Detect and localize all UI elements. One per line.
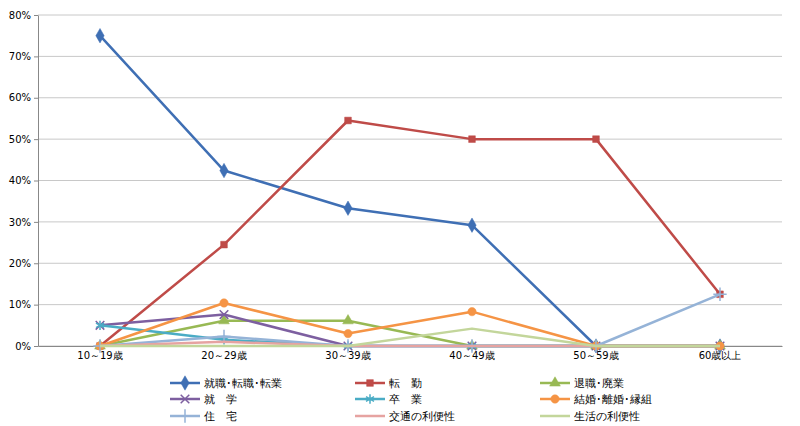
plot-area xyxy=(93,28,726,353)
y-tick-label: 10% xyxy=(9,299,31,310)
series-line xyxy=(100,121,720,346)
y-tick-label: 50% xyxy=(9,134,31,145)
series-marker xyxy=(468,307,476,315)
legend-item: 結婚･離婚･縁組 xyxy=(540,393,652,406)
y-tick-mark xyxy=(34,181,38,182)
series-marker xyxy=(469,136,476,143)
y-tick: 80% xyxy=(9,10,38,21)
y-tick-mark xyxy=(34,98,38,99)
legend-marker xyxy=(551,395,559,403)
legend-marker xyxy=(550,377,561,386)
series-marker xyxy=(344,329,352,337)
y-tick-label: 70% xyxy=(9,51,31,62)
grid-line xyxy=(38,56,782,57)
y-tick: 50% xyxy=(9,134,38,145)
series-line xyxy=(100,329,720,346)
y-tick-mark xyxy=(34,15,38,16)
legend-label: 就職･転職･転業 xyxy=(204,377,282,390)
legend-label: 住 宅 xyxy=(204,410,237,423)
x-tick-label: 20～29歳 xyxy=(201,350,246,361)
series xyxy=(100,329,720,346)
series-marker xyxy=(221,241,228,248)
legend-label: 退職･廃業 xyxy=(574,377,624,390)
legend-item: 就 学 xyxy=(170,393,237,406)
grid-line xyxy=(38,180,782,181)
y-tick-mark xyxy=(34,305,38,306)
grid-line xyxy=(38,15,782,16)
y-tick: 40% xyxy=(9,175,38,186)
y-tick-label: 20% xyxy=(9,258,31,269)
x-tick: 20～29歳 xyxy=(201,346,246,361)
series-marker xyxy=(96,321,104,330)
series xyxy=(96,321,724,351)
series xyxy=(97,117,724,349)
y-tick: 60% xyxy=(9,92,38,103)
legend: 就職･転職･転業 転 勤 退職･廃業就 学 卒 業 結婚･離婚･縁組住 宅 交通の利便性 生… xyxy=(170,376,652,423)
legend-item: 就職･転職･転業 xyxy=(170,376,282,390)
legend-label: 交通の利便性 xyxy=(389,410,455,423)
legend-line xyxy=(540,415,570,418)
grid-line xyxy=(38,97,782,98)
legend-marker xyxy=(366,394,374,403)
series-marker xyxy=(220,299,228,307)
grid-line xyxy=(38,139,782,140)
series-marker xyxy=(468,218,476,232)
series-line xyxy=(100,36,720,346)
series-marker xyxy=(220,310,229,319)
x-axis: 10～19歳20～29歳30～39歳40～49歳50～59歳60歳以上 xyxy=(39,346,783,361)
legend-item: 住 宅 xyxy=(170,409,237,423)
y-axis-line xyxy=(38,16,39,347)
series-marker xyxy=(343,315,354,324)
y-tick-label: 30% xyxy=(9,217,31,228)
y-tick-mark xyxy=(34,346,38,347)
legend-label: 結婚･離婚･縁組 xyxy=(573,393,652,406)
series xyxy=(96,28,724,353)
y-tick: 20% xyxy=(9,258,38,269)
legend-label: 生活の利便性 xyxy=(574,410,640,423)
grid xyxy=(38,15,782,346)
legend-line xyxy=(355,415,385,418)
y-tick: 30% xyxy=(9,217,38,228)
y-tick-mark xyxy=(34,222,38,223)
legend-marker xyxy=(367,380,374,387)
legend-label: 卒 業 xyxy=(389,393,422,406)
legend-label: 転 勤 xyxy=(389,377,422,390)
y-tick-label: 0% xyxy=(15,341,31,352)
series xyxy=(96,310,725,350)
y-tick-mark xyxy=(34,56,38,57)
y-tick: 70% xyxy=(9,51,38,62)
series xyxy=(93,288,726,353)
y-tick-label: 40% xyxy=(9,175,31,186)
y-axis: 0% 10% 20% 30% 40% 50% 60% 70% 80% xyxy=(9,10,39,352)
series-marker xyxy=(96,28,104,42)
legend-marker xyxy=(178,409,191,422)
series xyxy=(96,299,724,350)
legend-item: 転 勤 xyxy=(355,377,422,390)
legend-item: 生活の利便性 xyxy=(540,410,640,423)
chart: 0% 10% 20% 30% 40% 50% 60% 70% 80% 10～19歳20～29歳30… xyxy=(0,0,800,426)
series-line xyxy=(100,315,720,346)
series-marker xyxy=(345,117,352,124)
series-marker xyxy=(220,163,228,177)
y-tick: 10% xyxy=(9,299,38,310)
series-line xyxy=(100,294,720,346)
legend-item: 卒 業 xyxy=(355,393,422,406)
series-line xyxy=(100,325,720,346)
y-tick: 0% xyxy=(15,341,38,352)
series-marker xyxy=(593,136,600,143)
legend-marker xyxy=(181,376,189,390)
legend-item: 退職･廃業 xyxy=(540,377,624,390)
legend-item: 交通の利便性 xyxy=(355,410,455,423)
y-tick-mark xyxy=(34,139,38,140)
y-tick-label: 60% xyxy=(9,92,31,103)
grid-line xyxy=(38,221,782,222)
y-tick-mark xyxy=(34,263,38,264)
y-tick-label: 80% xyxy=(9,10,31,21)
legend-marker xyxy=(181,395,190,404)
grid-line xyxy=(38,263,782,264)
series-marker xyxy=(344,201,352,215)
series-marker xyxy=(713,288,726,301)
legend-label: 就 学 xyxy=(204,393,237,406)
